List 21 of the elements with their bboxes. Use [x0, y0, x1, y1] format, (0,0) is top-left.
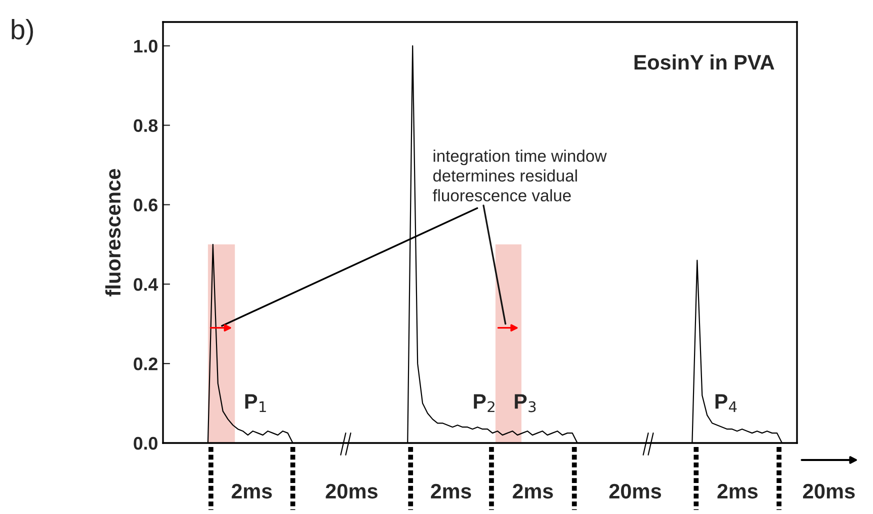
text: b): [12, 19, 33, 45]
text: 2ms: [717, 484, 758, 499]
y-tick-label: 0.8: [134, 119, 158, 132]
annotation: P$_{4}$: [716, 394, 737, 412]
y-tick-label: 1.0: [134, 40, 158, 53]
y-tick-label: 0.0: [134, 436, 158, 450]
annotation: P$_{2}$: [474, 394, 494, 412]
y-axis-title: fluorescence: [105, 168, 121, 296]
annotation: P$_{1}$: [245, 394, 266, 412]
text: 20ms: [803, 484, 855, 499]
text: 20ms: [609, 484, 662, 499]
text: 2ms: [512, 484, 553, 499]
y-tick-label: 0.4: [134, 278, 158, 291]
y-tick-label: 0.2: [134, 358, 158, 370]
text: EosinY in PVA: [634, 54, 774, 70]
text: 2ms: [430, 484, 472, 499]
annotation: integration time window determines residual fluorescence value: [432, 150, 607, 202]
y-tick-label: 0.6: [134, 198, 158, 212]
text: 20ms: [326, 484, 378, 499]
text: 2ms: [232, 484, 272, 499]
annotation: P$_{3}$: [514, 394, 536, 412]
